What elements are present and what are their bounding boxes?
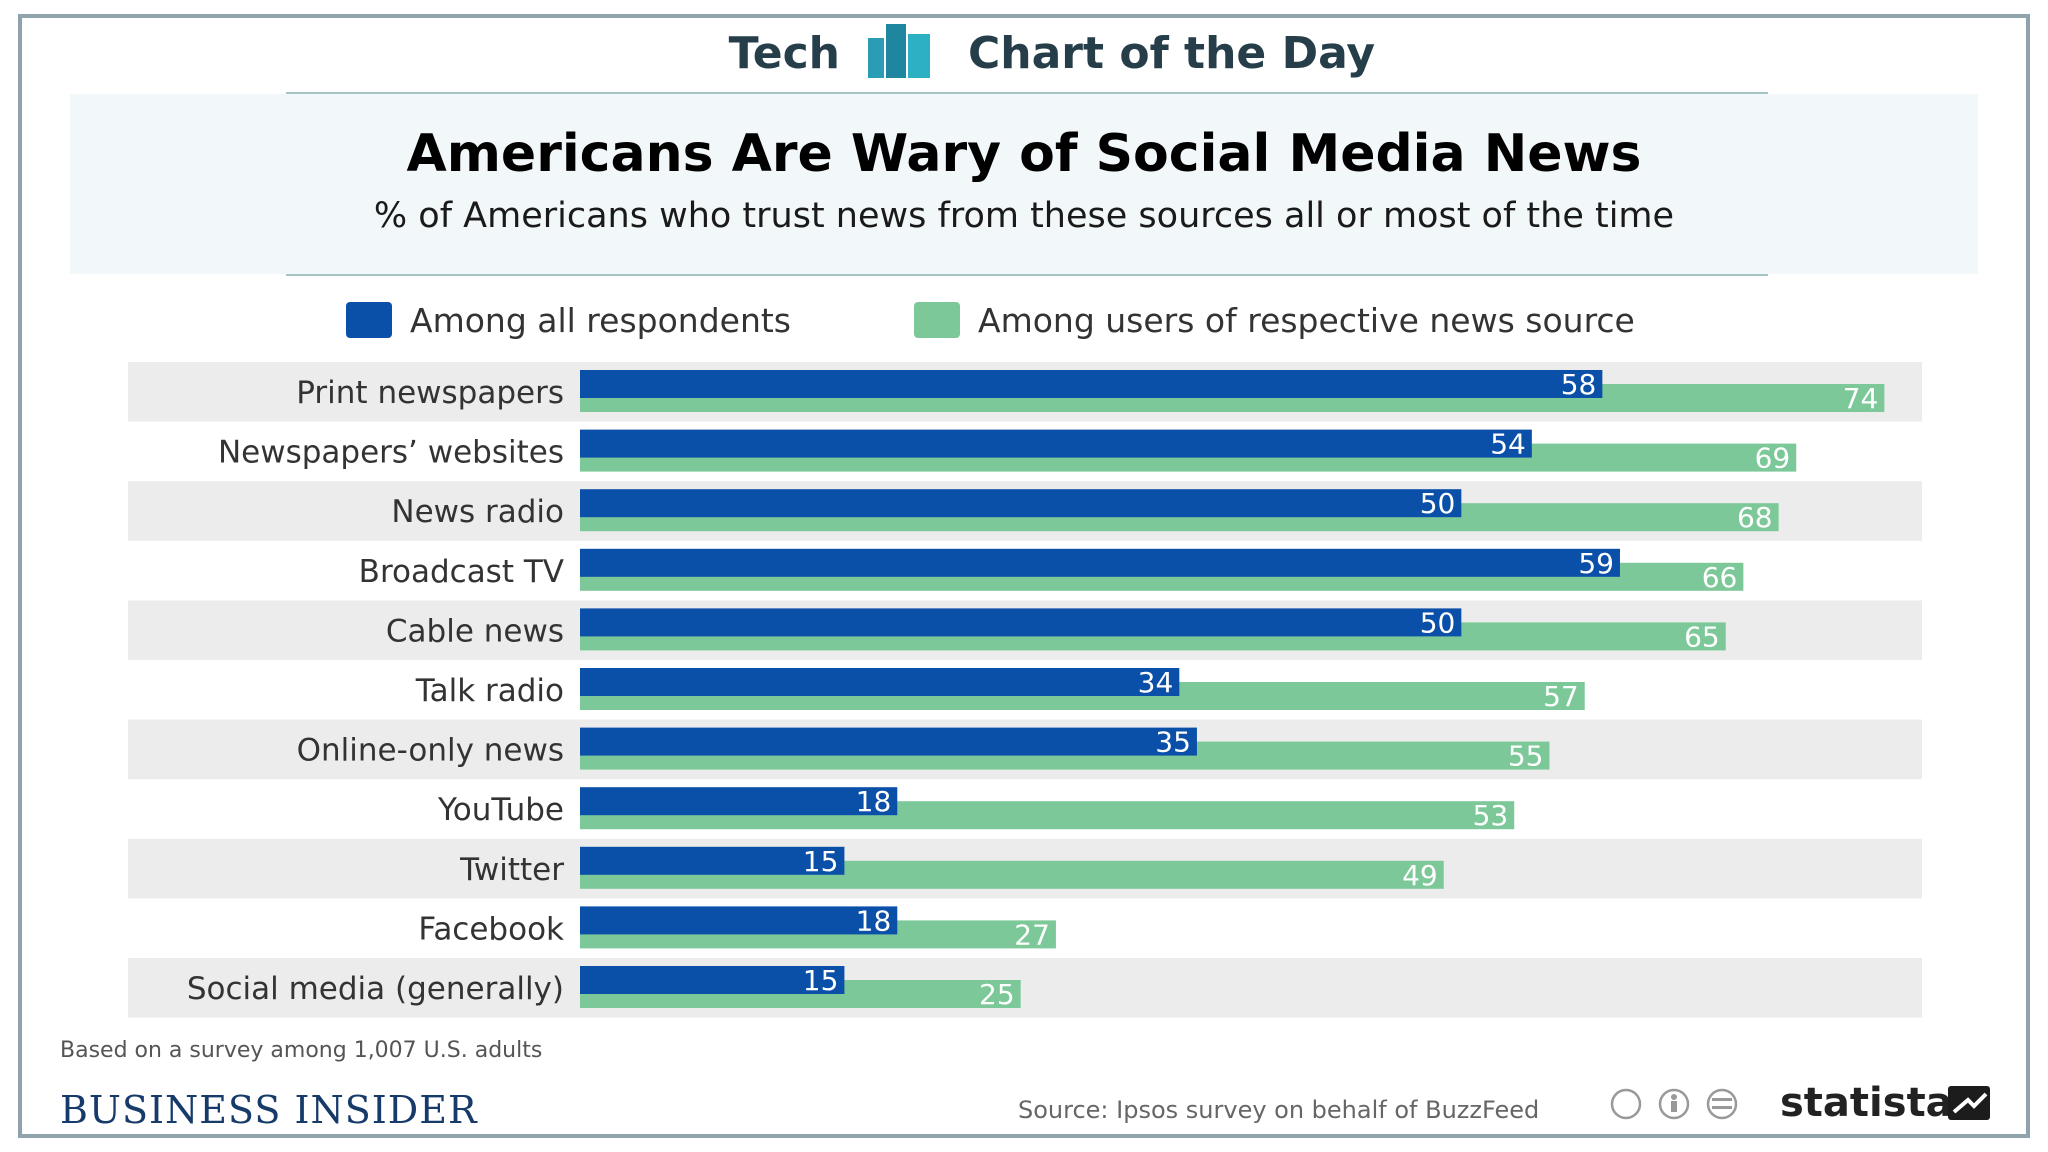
legend-label-users: Among users of respective news source bbox=[978, 300, 1635, 340]
bar-all-8 bbox=[580, 846, 845, 875]
category-label: Broadcast TV bbox=[359, 554, 564, 590]
value-label-all: 50 bbox=[1420, 487, 1456, 520]
legend-item-users: Among users of respective news source bbox=[914, 300, 1635, 340]
bar-all-3 bbox=[580, 548, 1620, 577]
value-label-users: 68 bbox=[1737, 501, 1773, 534]
bar-all-7 bbox=[580, 787, 898, 816]
value-label-all: 34 bbox=[1138, 666, 1174, 699]
value-label-all: 15 bbox=[803, 845, 839, 878]
bar-all-1 bbox=[580, 429, 1532, 458]
survey-note: Based on a survey among 1,007 U.S. adult… bbox=[60, 1038, 543, 1063]
value-label-all: 35 bbox=[1155, 726, 1191, 759]
value-label-users: 27 bbox=[1014, 918, 1050, 951]
value-label-users: 66 bbox=[1702, 561, 1738, 594]
category-label: Print newspapers bbox=[296, 375, 564, 411]
statista-icon bbox=[1948, 1086, 1990, 1120]
value-label-users: 74 bbox=[1843, 382, 1879, 415]
value-label-all: 59 bbox=[1578, 547, 1614, 580]
value-label-users: 25 bbox=[979, 978, 1015, 1011]
value-label-all: 15 bbox=[803, 964, 839, 997]
category-label: Online-only news bbox=[297, 733, 564, 769]
category-label: Talk radio bbox=[415, 673, 564, 709]
header-tech: Tech bbox=[728, 28, 840, 79]
value-label-all: 50 bbox=[1420, 606, 1456, 639]
source-text: Source: Ipsos survey on behalf of BuzzFe… bbox=[1018, 1096, 1540, 1124]
category-label: Twitter bbox=[459, 852, 564, 888]
cc-license-icon bbox=[1610, 1088, 1738, 1120]
value-label-users: 53 bbox=[1473, 799, 1509, 832]
bar-all-0 bbox=[580, 370, 1603, 398]
title-rule bbox=[286, 274, 1768, 276]
bar-all-6 bbox=[580, 727, 1197, 756]
bar-all-2 bbox=[580, 489, 1462, 518]
value-label-users: 55 bbox=[1508, 740, 1544, 773]
bar-all-9 bbox=[580, 906, 898, 935]
legend-swatch-users bbox=[914, 302, 960, 338]
chart-logo-icon bbox=[868, 24, 930, 78]
value-label-users: 49 bbox=[1402, 859, 1438, 892]
header-chart-of-the-day: Chart of the Day bbox=[968, 28, 1376, 79]
statista-logo: statista bbox=[1780, 1080, 1953, 1126]
value-label-all: 18 bbox=[856, 904, 892, 937]
header-rule bbox=[286, 92, 1768, 94]
value-label-all: 54 bbox=[1490, 428, 1526, 461]
chart-frame bbox=[18, 14, 2030, 1138]
business-insider-logo: BUSINESS INSIDER bbox=[60, 1088, 478, 1132]
bar-all-5 bbox=[580, 668, 1180, 696]
category-label: Cable news bbox=[386, 613, 564, 649]
category-label: YouTube bbox=[437, 792, 564, 828]
value-label-users: 65 bbox=[1684, 620, 1720, 653]
legend-swatch-all bbox=[346, 302, 392, 338]
value-label-all: 58 bbox=[1561, 368, 1597, 401]
value-label-all: 18 bbox=[856, 785, 892, 818]
row-band bbox=[128, 958, 1922, 1018]
category-label: Social media (generally) bbox=[187, 971, 564, 1007]
bar-all-4 bbox=[580, 608, 1462, 637]
bar-all-10 bbox=[580, 966, 845, 994]
value-label-users: 69 bbox=[1755, 442, 1791, 475]
chart-title: Americans Are Wary of Social Media News bbox=[406, 124, 1642, 184]
value-label-users: 57 bbox=[1543, 680, 1579, 713]
category-label: Newspapers’ websites bbox=[218, 435, 564, 471]
legend-label-all: Among all respondents bbox=[410, 300, 791, 340]
category-label: Facebook bbox=[418, 911, 564, 947]
title-band bbox=[70, 94, 1978, 274]
chart-subtitle: % of Americans who trust news from these… bbox=[373, 196, 1675, 236]
legend-item-all: Among all respondents bbox=[346, 300, 791, 340]
category-label: News radio bbox=[391, 494, 564, 530]
